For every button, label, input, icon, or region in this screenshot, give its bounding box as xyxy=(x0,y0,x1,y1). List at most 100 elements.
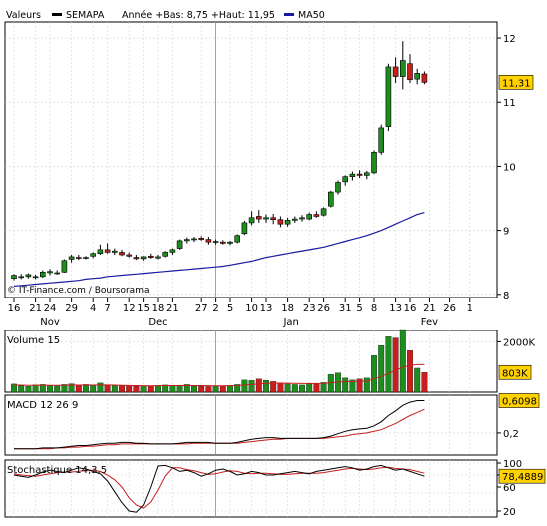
candle-body xyxy=(407,63,413,81)
candle-body xyxy=(320,208,327,216)
x-tick-label: 29 xyxy=(65,303,78,314)
x-tick-label: 24 xyxy=(44,303,57,314)
x-tick-label: 7 xyxy=(104,303,110,314)
x-tick-label: 12 xyxy=(123,303,136,314)
x-axis-strip xyxy=(0,298,547,330)
volume-average-line xyxy=(13,363,425,387)
x-tick-label: 10 xyxy=(245,303,258,314)
volume-panel-label: Volume 15 xyxy=(7,335,60,346)
volume-bar xyxy=(414,367,421,393)
volume-bar xyxy=(263,379,269,393)
candle-body xyxy=(270,217,277,220)
candle-body xyxy=(184,239,190,242)
volume-bar xyxy=(183,384,190,393)
volume-bar xyxy=(371,355,377,393)
price-ytick-label: 9 xyxy=(503,227,509,238)
candle-body xyxy=(291,218,298,221)
volume-bar xyxy=(313,383,320,393)
candle-body xyxy=(97,249,104,255)
volume-bar xyxy=(75,384,82,393)
x-tick-label: 16 xyxy=(8,303,21,314)
x-tick-label: 18 xyxy=(281,303,294,314)
volume-bar xyxy=(227,385,233,393)
legend-security-name: SEMAPA xyxy=(66,10,105,21)
candle-body xyxy=(76,257,82,259)
volume-bar xyxy=(83,384,89,393)
volume-bar xyxy=(90,385,97,393)
price-ytick-label: 11 xyxy=(503,98,516,109)
x-tick-label: 18 xyxy=(152,303,165,314)
candle-body xyxy=(32,276,39,279)
candle-body xyxy=(83,257,89,259)
candle-body xyxy=(356,173,363,176)
legend-price-swatch xyxy=(52,13,62,16)
candle-body xyxy=(392,66,399,77)
candle-body xyxy=(18,276,25,279)
panel-frame-price xyxy=(4,21,498,299)
candle-body xyxy=(378,127,385,153)
candle-body xyxy=(335,182,341,193)
volume-ytick-label: 2000K xyxy=(503,337,535,348)
last-price-label: 11,31 xyxy=(502,78,531,89)
volume-bar xyxy=(284,383,291,393)
volume-bar xyxy=(349,379,356,393)
legend-ma-label: MA50 xyxy=(298,10,325,21)
candle-body xyxy=(126,254,132,257)
candle-body xyxy=(148,255,154,258)
candle-body xyxy=(205,239,212,243)
last-price-box xyxy=(498,75,534,90)
volume-bar xyxy=(191,385,197,393)
candle-body xyxy=(263,217,269,220)
candle-body xyxy=(54,272,61,275)
volume-bar xyxy=(421,372,428,393)
volume-bar xyxy=(385,336,392,393)
candle-body xyxy=(198,238,204,240)
last-macd-label: 0,6098 xyxy=(502,397,537,408)
price-ytick-label: 8 xyxy=(503,291,509,302)
last-volume-box xyxy=(498,364,532,380)
volume-bar xyxy=(39,384,46,393)
candle-body xyxy=(342,176,349,183)
x-tick-label: 5 xyxy=(356,303,362,314)
x-tick-label: 26 xyxy=(317,303,330,314)
volume-bar xyxy=(47,385,53,393)
volume-bar xyxy=(255,378,262,393)
x-tick-label: 1 xyxy=(467,303,473,314)
candle-body xyxy=(11,275,17,280)
x-tick-label: 23 xyxy=(303,303,316,314)
volume-bar xyxy=(133,386,140,393)
volume-bar xyxy=(392,337,399,393)
candle-body xyxy=(39,272,46,278)
candle-body xyxy=(421,73,428,83)
volume-bar xyxy=(291,384,298,393)
macd-panel-label: MACD 12 26 9 xyxy=(7,400,78,411)
candle-body xyxy=(414,73,421,80)
candle-body xyxy=(385,66,392,127)
stochastic-ytick-label: 20 xyxy=(503,507,516,518)
candle-body xyxy=(371,151,377,174)
volume-bar xyxy=(205,386,212,393)
volume-bar xyxy=(126,385,133,393)
volume-bar xyxy=(140,385,147,393)
legend-valeurs-label: Valeurs xyxy=(6,10,41,21)
price-ytick-label: 10 xyxy=(503,162,516,173)
volume-bar xyxy=(104,384,111,393)
x-month-label: Dec xyxy=(148,317,167,328)
last-macd-box xyxy=(498,393,540,408)
candle-body xyxy=(277,219,284,225)
candle-body xyxy=(234,235,240,243)
stochastic-ytick-label: 100 xyxy=(503,459,522,470)
volume-bar xyxy=(119,385,125,393)
volume-bar xyxy=(155,385,161,393)
x-tick-label: 13 xyxy=(260,303,273,314)
volume-bar xyxy=(147,385,154,393)
volume-bar xyxy=(270,381,277,393)
last-stochastic-label: 78,4889 xyxy=(502,472,543,483)
price-ytick-label: 12 xyxy=(503,34,516,45)
volume-bar xyxy=(18,385,25,393)
volume-bar xyxy=(342,377,349,393)
candle-body xyxy=(220,241,226,244)
volume-bar xyxy=(68,383,75,393)
